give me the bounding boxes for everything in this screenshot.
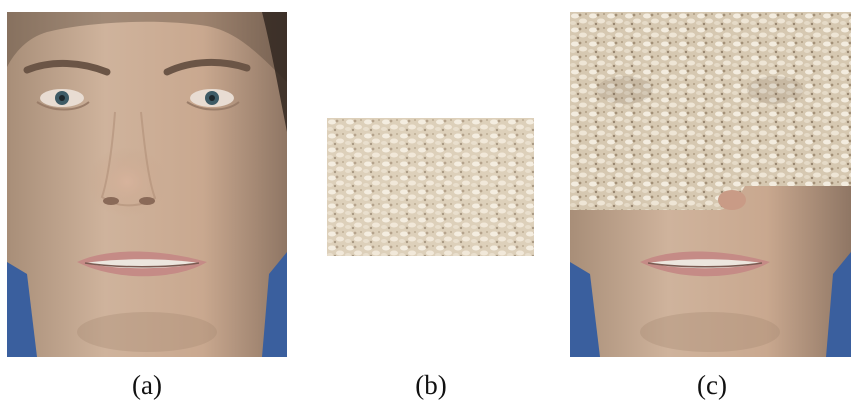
face-image <box>7 12 287 357</box>
face-photo <box>7 12 287 357</box>
caption-c: (c) <box>697 370 727 400</box>
caption-a: (a) <box>132 370 162 400</box>
rice-photo <box>327 118 534 256</box>
caption-b: (b) <box>415 370 447 400</box>
composite-image <box>570 12 851 357</box>
face-rice-overlay-photo <box>570 12 851 357</box>
rice-texture-image <box>327 118 534 256</box>
